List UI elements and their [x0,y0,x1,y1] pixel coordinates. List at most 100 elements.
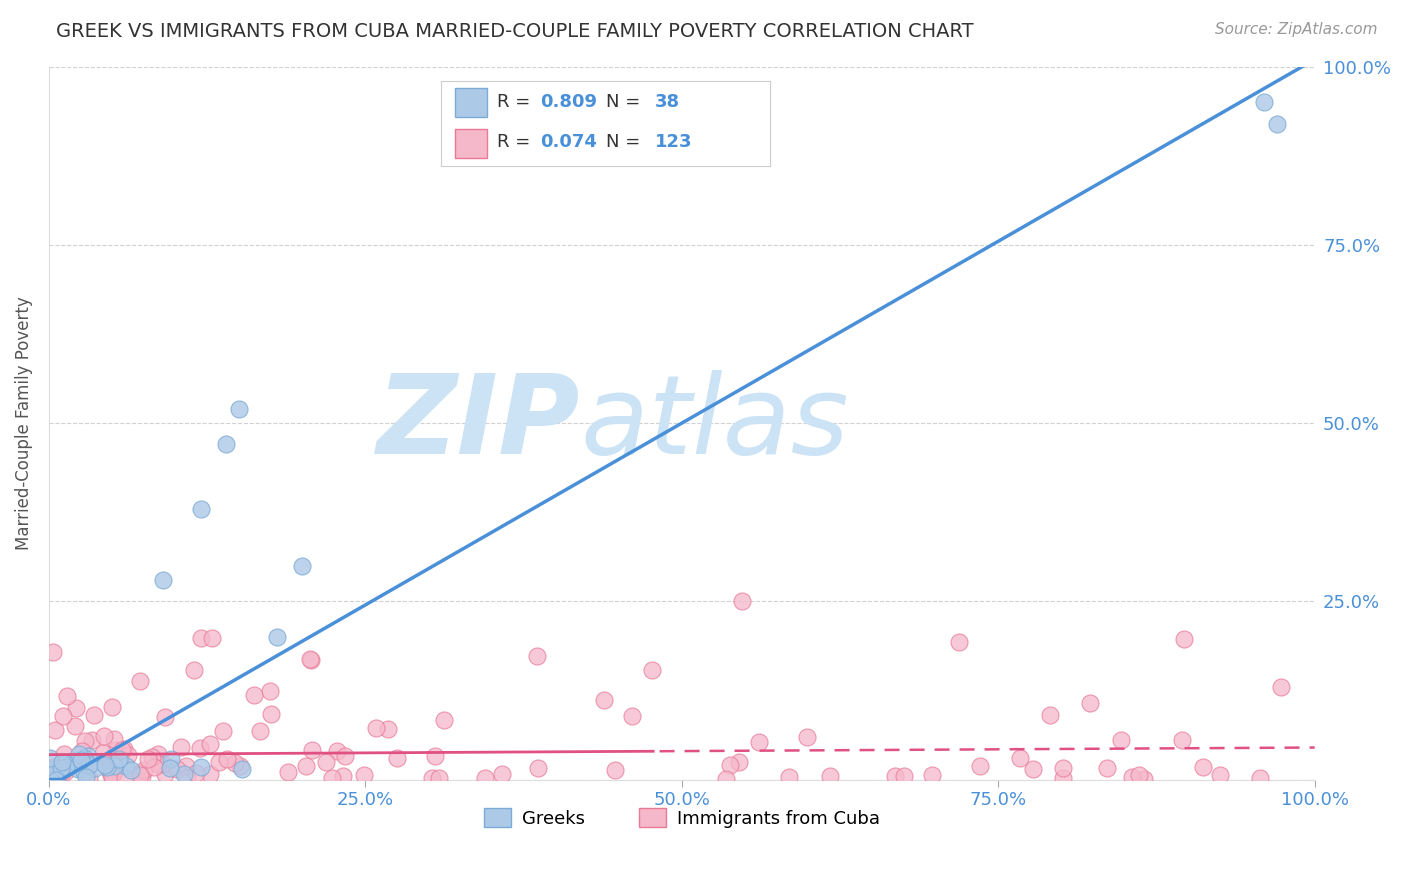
Point [1078,697,1101,711]
Point [228,401,250,416]
Point [114,772,136,786]
Point [98,763,121,777]
Point [229,759,252,773]
Point [117,747,139,762]
Point [56,690,79,704]
Point [728,755,751,769]
Point [67,747,90,761]
Point [70,753,93,767]
Point [260,707,283,722]
Point [96,760,118,774]
Point [103,759,125,773]
Point [94,757,117,772]
Point [176,771,198,785]
Text: atlas: atlas [581,369,849,476]
Point [1171,732,1194,747]
Point [796,730,818,744]
Point [259,684,281,698]
Point [315,755,337,769]
Point [77,771,100,785]
Point [41,762,63,776]
Point [1039,708,1062,723]
Point [1208,768,1230,782]
Point [326,744,349,758]
Point [243,688,266,702]
Point [152,756,174,771]
Y-axis label: Married-Couple Family Poverty: Married-Couple Family Poverty [15,296,32,550]
Point [146,757,169,772]
Point [364,721,387,735]
Point [101,699,124,714]
Point [128,766,150,780]
Point [159,761,181,775]
Point [301,743,323,757]
Point [593,693,616,707]
Point [201,632,224,646]
Text: Source: ZipAtlas.com: Source: ZipAtlas.com [1215,22,1378,37]
Point [120,763,142,777]
Point [44,723,66,737]
Point [101,768,124,782]
Point [39,751,62,765]
Point [1052,771,1074,785]
Point [52,764,75,778]
Point [42,766,65,780]
Point [921,767,943,781]
Point [128,674,150,689]
Text: ZIP: ZIP [377,369,581,476]
Point [420,771,443,785]
Point [45,770,67,784]
Point [103,765,125,780]
Point [224,756,246,770]
Point [731,594,754,608]
Point [377,723,399,737]
Point [291,558,314,573]
Point [969,758,991,772]
Point [42,764,65,778]
Point [62,754,84,768]
Point [174,759,197,773]
Point [159,752,181,766]
Point [65,701,87,715]
Point [112,742,135,756]
Point [55,759,77,773]
Point [423,749,446,764]
Point [603,763,626,777]
Point [52,709,75,723]
Point [188,740,211,755]
Point [103,731,125,746]
Point [212,724,235,739]
Point [166,762,188,776]
Point [884,769,907,783]
Point [620,708,643,723]
Point [131,769,153,783]
Point [76,770,98,784]
Point [73,764,96,779]
Point [1128,768,1150,782]
Point [67,762,90,776]
Point [45,772,67,787]
Point [1052,761,1074,775]
Point [215,437,238,451]
Point [132,763,155,777]
Point [714,772,737,787]
Point [80,732,103,747]
Point [173,767,195,781]
Point [51,755,73,769]
Point [231,762,253,776]
Point [249,723,271,738]
Point [53,764,76,779]
Point [1249,771,1271,785]
Point [77,748,100,763]
Point [153,710,176,724]
Point [1265,117,1288,131]
Point [49,761,72,775]
Point [186,765,208,780]
Point [73,750,96,764]
Legend: Greeks, Immigrants from Cuba: Greeks, Immigrants from Cuba [477,801,887,835]
Point [108,752,131,766]
Point [474,771,496,785]
Point [100,768,122,782]
Point [42,645,65,659]
Point [332,769,354,783]
